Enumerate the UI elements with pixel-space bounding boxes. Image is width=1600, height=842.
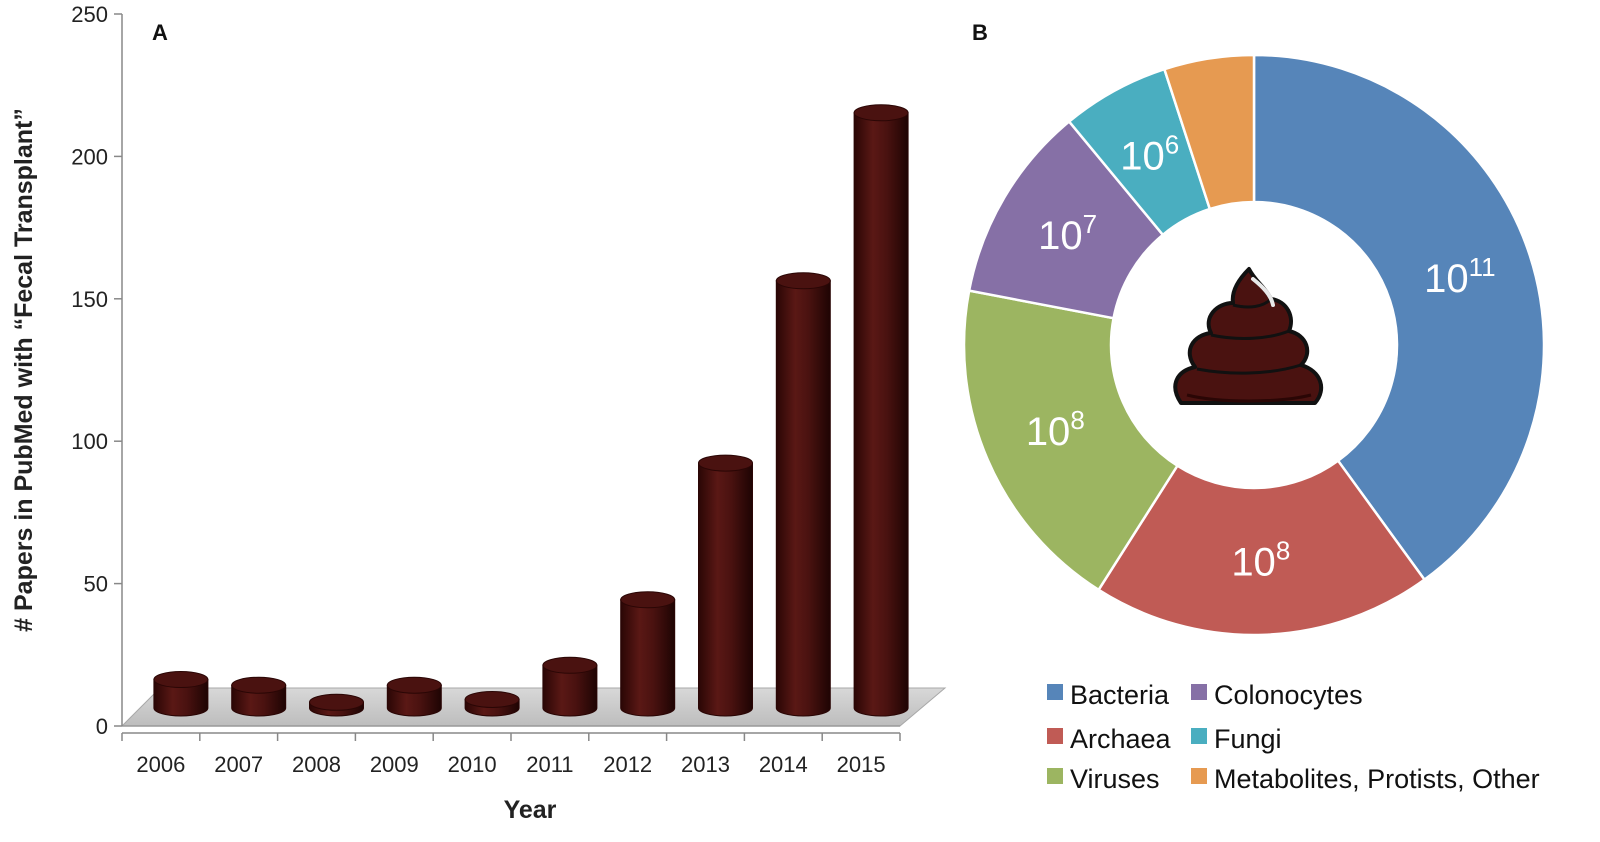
slice-bacteria	[1252, 53, 1546, 582]
legend-label-viruses: Viruses	[1070, 764, 1160, 794]
y-tick-label: 150	[71, 287, 108, 312]
legend-swatch-archaea	[1047, 728, 1063, 744]
x-tick-label: 2013	[681, 752, 730, 777]
bar-cap	[386, 676, 442, 694]
bar	[153, 671, 209, 717]
slice-label-viruses: 108	[1026, 405, 1085, 454]
panel-a-label: A	[152, 20, 168, 45]
bar-cap	[620, 591, 676, 609]
x-axis-title: Year	[504, 796, 557, 824]
legend-label-fungi: Fungi	[1214, 724, 1282, 754]
x-axis-ticks: 2006 2007 2008 2009 2010 2011 2012 2013 2014 2015	[121, 733, 901, 777]
y-tick-label: 0	[96, 714, 108, 739]
slice-colonocytes	[967, 119, 1165, 320]
legend-swatch-bacteria	[1047, 684, 1063, 700]
bar-cap	[153, 671, 209, 689]
legend-swatch-fungi	[1191, 728, 1207, 744]
x-tick-label: 2008	[292, 752, 341, 777]
slice-viruses	[962, 289, 1180, 592]
bar	[464, 690, 520, 717]
bar	[775, 272, 831, 717]
bar-body	[231, 684, 287, 717]
donut-slices	[962, 53, 1546, 637]
bar-cap	[775, 272, 831, 290]
bar-series	[153, 104, 909, 717]
legend-label-archaea: Archaea	[1070, 724, 1172, 754]
legend-swatch-viruses	[1047, 768, 1063, 784]
bar-cap	[853, 104, 909, 122]
y-axis-ticks: 0 50 100 150 200 250	[71, 2, 122, 739]
y-axis-title: # Papers in PubMed with “Fecal Transplan…	[10, 108, 38, 632]
legend-swatch-colonocytes	[1191, 684, 1207, 700]
x-tick-label: 2010	[448, 752, 497, 777]
legend-swatch-other	[1191, 768, 1207, 784]
bar-body	[386, 684, 442, 717]
x-tick-label: 2012	[603, 752, 652, 777]
bar-cap	[698, 454, 753, 472]
y-tick-label: 100	[71, 429, 108, 454]
poop-icon	[1173, 267, 1324, 405]
bar	[620, 591, 676, 717]
x-tick-label: 2006	[136, 752, 185, 777]
slice-metabolites	[1162, 53, 1256, 211]
x-tick-label: 2015	[837, 752, 886, 777]
bar	[542, 656, 598, 717]
x-tick-label: 2011	[526, 752, 573, 777]
bar-body	[542, 664, 598, 717]
bar-body	[698, 462, 753, 717]
bar-cap	[542, 656, 598, 674]
y-tick-label: 50	[84, 572, 108, 597]
slice-label-colonocytes: 107	[1038, 209, 1097, 258]
y-tick-label: 250	[71, 2, 108, 27]
bar	[698, 454, 753, 717]
bar	[231, 676, 287, 717]
bar	[309, 693, 364, 717]
bar-body	[775, 280, 831, 717]
legend-label-bacteria: Bacteria	[1070, 680, 1170, 710]
x-tick-label: 2014	[759, 752, 808, 777]
bar-cap	[464, 690, 520, 708]
bar	[853, 104, 909, 717]
panel-b-label: B	[972, 20, 988, 45]
bar-body	[153, 679, 209, 717]
legend: Bacteria Colonocytes Archaea Fungi Virus…	[1047, 680, 1540, 794]
x-tick-label: 2007	[214, 752, 263, 777]
slice-label-bacteria: 1011	[1424, 252, 1496, 301]
bar-cap	[231, 676, 287, 694]
slice-archaea	[1096, 458, 1427, 637]
bar-cap	[309, 693, 364, 711]
x-tick-label: 2009	[370, 752, 419, 777]
legend-label-other: Metabolites, Protists, Other	[1214, 764, 1540, 794]
bar	[386, 676, 442, 717]
bar-body	[620, 599, 676, 717]
legend-label-colonocytes: Colonocytes	[1214, 680, 1363, 710]
y-tick-label: 200	[71, 144, 108, 169]
bar-body	[853, 112, 909, 717]
